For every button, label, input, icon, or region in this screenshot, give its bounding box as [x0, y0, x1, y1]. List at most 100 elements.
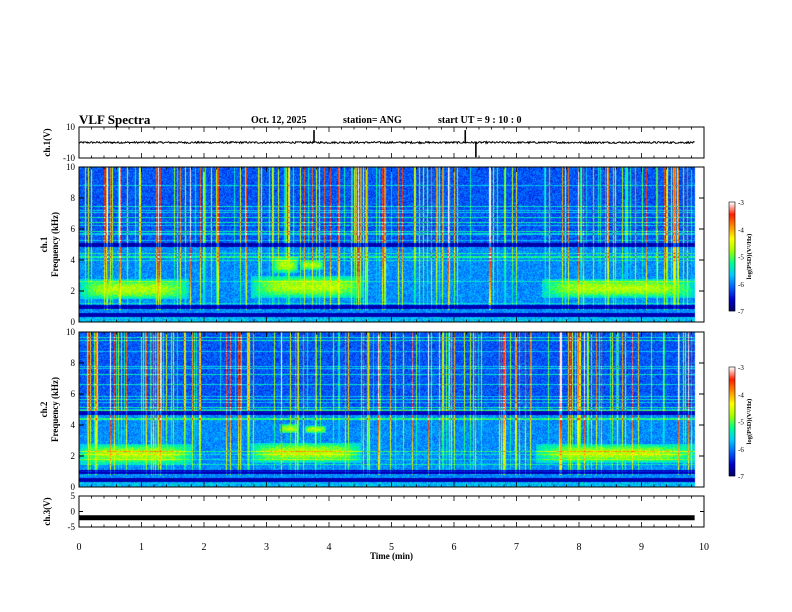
- colorbar-cell-ch2-spectrogram-11: [729, 378, 735, 380]
- colorbar-cell-ch2-spectrogram-77: [729, 444, 735, 446]
- colorbar-cell-ch2-spectrogram-84: [729, 451, 735, 453]
- colorbar-cell-ch1-spectrogram-8: [729, 210, 735, 212]
- colorbar-cell-ch2-spectrogram-33: [729, 400, 735, 402]
- colorbar-cell-ch1-spectrogram-3: [729, 205, 735, 207]
- colorbar-tick-ch1-spectrogram-0: -3: [738, 199, 744, 207]
- colorbar-cell-ch2-spectrogram-73: [729, 440, 735, 442]
- colorbar-cell-ch1-spectrogram-85: [729, 287, 735, 289]
- colorbar-cell-ch1-spectrogram-68: [729, 270, 735, 272]
- colorbar-cell-ch1-spectrogram-47: [729, 249, 735, 251]
- colorbar-label-ch2-spectrogram: log(PSD)(V²/Hz): [746, 399, 753, 445]
- colorbar-cell-ch2-spectrogram-35: [729, 402, 735, 404]
- ytick-label-ch1-spectrogram-4: 8: [71, 193, 76, 203]
- colorbar-cell-ch2-spectrogram-27: [729, 394, 735, 396]
- colorbar-cell-ch1-spectrogram-60: [729, 262, 735, 264]
- station-label: station= ANG: [343, 115, 402, 126]
- colorbar-tick-ch2-spectrogram-0: -3: [738, 364, 744, 372]
- xtick-label-7: 7: [514, 542, 519, 553]
- colorbar-cell-ch1-spectrogram-37: [729, 239, 735, 241]
- colorbar-cell-ch2-spectrogram-6: [729, 373, 735, 375]
- figure-title: VLF Spectra: [79, 112, 151, 127]
- colorbar-cell-ch2-spectrogram-90: [729, 457, 735, 459]
- colorbar-cell-ch1-spectrogram-18: [729, 220, 735, 222]
- ytick-label-ch1-voltage-0: 10: [66, 122, 76, 132]
- colorbar-cell-ch1-spectrogram-67: [729, 269, 735, 271]
- start-time-label: start UT = 9 : 10 : 0: [438, 115, 522, 126]
- colorbar-cell-ch2-spectrogram-67: [729, 434, 735, 436]
- colorbar-cell-ch1-spectrogram-30: [729, 232, 735, 234]
- ytick-label-ch3-voltage-2: -5: [68, 522, 76, 532]
- xtick-label-6: 6: [452, 542, 457, 553]
- colorbar-cell-ch2-spectrogram-96: [729, 463, 735, 465]
- colorbar-cell-ch1-spectrogram-79: [729, 281, 735, 283]
- colorbar-cell-ch1-spectrogram-73: [729, 275, 735, 277]
- colorbar-cell-ch1-spectrogram-90: [729, 292, 735, 294]
- colorbar-cell-ch1-spectrogram-50: [729, 252, 735, 254]
- ylabel-ch1-spectrogram: Frequency (kHz): [50, 212, 60, 277]
- colorbar-cell-ch1-spectrogram-80: [729, 282, 735, 284]
- colorbar-cell-ch1-spectrogram-9: [729, 211, 735, 213]
- xtick-label-3: 3: [264, 542, 269, 553]
- colorbar-cell-ch1-spectrogram-58: [729, 260, 735, 262]
- colorbar-cell-ch2-spectrogram-28: [729, 395, 735, 397]
- colorbar-cell-ch2-spectrogram-79: [729, 446, 735, 448]
- colorbar-cell-ch2-spectrogram-31: [729, 398, 735, 400]
- colorbar-cell-ch1-spectrogram-5: [729, 207, 735, 209]
- xtick-label-1: 1: [139, 542, 144, 553]
- colorbar-cell-ch2-spectrogram-37: [729, 404, 735, 406]
- colorbar-cell-ch2-spectrogram-93: [729, 460, 735, 462]
- colorbar-cell-ch2-spectrogram-107: [729, 474, 735, 476]
- colorbar-cell-ch2-spectrogram-62: [729, 429, 735, 431]
- colorbar-cell-ch2-spectrogram-38: [729, 405, 735, 407]
- colorbar-cell-ch2-spectrogram-14: [729, 381, 735, 383]
- colorbar-cell-ch2-spectrogram-16: [729, 383, 735, 385]
- colorbar-cell-ch1-spectrogram-44: [729, 246, 735, 248]
- colorbar-cell-ch1-spectrogram-77: [729, 279, 735, 281]
- colorbar-cell-ch1-spectrogram-76: [729, 278, 735, 280]
- colorbar-cell-ch2-spectrogram-41: [729, 408, 735, 410]
- colorbar-cell-ch1-spectrogram-15: [729, 217, 735, 219]
- colorbar-cell-ch1-spectrogram-81: [729, 283, 735, 285]
- colorbar-cell-ch1-spectrogram-19: [729, 221, 735, 223]
- colorbar-cell-ch2-spectrogram-30: [729, 397, 735, 399]
- colorbar-cell-ch1-spectrogram-105: [729, 307, 735, 309]
- colorbar-cell-ch1-spectrogram-108: [729, 310, 735, 312]
- colorbar-tick-ch2-spectrogram-2: -5: [738, 419, 744, 427]
- colorbar-cell-ch2-spectrogram-40: [729, 407, 735, 409]
- colorbar-cell-ch1-spectrogram-11: [729, 213, 735, 215]
- colorbar-cell-ch2-spectrogram-83: [729, 450, 735, 452]
- colorbar-cell-ch1-spectrogram-102: [729, 304, 735, 306]
- colorbar-cell-ch1-spectrogram-38: [729, 240, 735, 242]
- colorbar-cell-ch1-spectrogram-51: [729, 253, 735, 255]
- colorbar-tick-ch1-spectrogram-3: -6: [738, 281, 744, 289]
- colorbar-cell-ch1-spectrogram-56: [729, 258, 735, 260]
- colorbar-tick-ch2-spectrogram-1: -4: [738, 391, 744, 399]
- colorbar-cell-ch1-spectrogram-31: [729, 233, 735, 235]
- colorbar-cell-ch2-spectrogram-58: [729, 425, 735, 427]
- colorbar-cell-ch1-spectrogram-20: [729, 222, 735, 224]
- ytick-label-ch1-spectrogram-0: 0: [71, 317, 76, 327]
- colorbar-cell-ch1-spectrogram-63: [729, 265, 735, 267]
- colorbar-cell-ch1-spectrogram-10: [729, 212, 735, 214]
- colorbar-cell-ch2-spectrogram-0: [729, 367, 735, 369]
- colorbar-cell-ch1-spectrogram-107: [729, 309, 735, 311]
- colorbar-cell-ch2-spectrogram-56: [729, 423, 735, 425]
- colorbar-cell-ch1-spectrogram-22: [729, 224, 735, 226]
- colorbar-cell-ch2-spectrogram-98: [729, 465, 735, 467]
- colorbar-cell-ch1-spectrogram-28: [729, 230, 735, 232]
- colorbar-cell-ch2-spectrogram-94: [729, 461, 735, 463]
- colorbar-cell-ch2-spectrogram-97: [729, 464, 735, 466]
- colorbar-cell-ch2-spectrogram-24: [729, 391, 735, 393]
- colorbar-cell-ch2-spectrogram-104: [729, 471, 735, 473]
- colorbar-cell-ch2-spectrogram-89: [729, 456, 735, 458]
- colorbar-cell-ch1-spectrogram-49: [729, 251, 735, 253]
- colorbar-cell-ch2-spectrogram-21: [729, 388, 735, 390]
- colorbar-cell-ch2-spectrogram-102: [729, 469, 735, 471]
- colorbar-cell-ch2-spectrogram-105: [729, 472, 735, 474]
- colorbar-cell-ch2-spectrogram-86: [729, 453, 735, 455]
- ylabel-ch1-voltage: ch.1(V): [42, 128, 52, 156]
- colorbar-frame-ch1-spectrogram: [728, 201, 736, 312]
- colorbar-cell-ch2-spectrogram-72: [729, 439, 735, 441]
- colorbar-cell-ch1-spectrogram-91: [729, 293, 735, 295]
